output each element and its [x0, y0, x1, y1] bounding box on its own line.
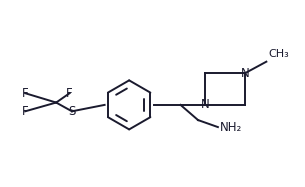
Text: F: F	[22, 105, 29, 118]
Text: F: F	[66, 87, 73, 100]
Text: S: S	[68, 105, 76, 118]
Text: N: N	[201, 98, 210, 111]
Text: CH₃: CH₃	[269, 49, 289, 59]
Text: NH₂: NH₂	[220, 121, 242, 134]
Text: N: N	[240, 67, 249, 80]
Text: F: F	[22, 87, 29, 100]
